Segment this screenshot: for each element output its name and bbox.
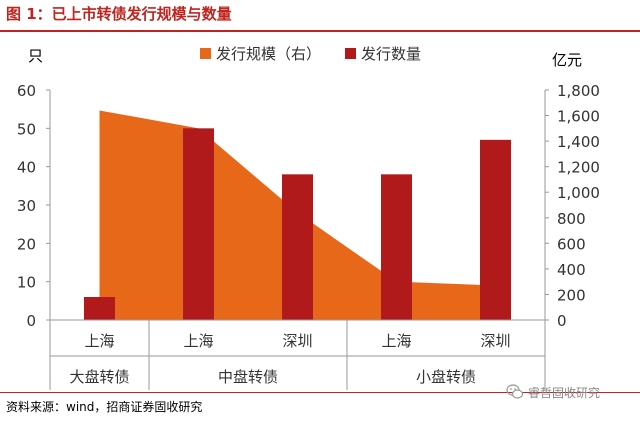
y-tick-label-left: 60 <box>17 82 36 100</box>
y-tick-label-right: 200 <box>557 286 586 304</box>
x-tick-label: 上海 <box>381 332 411 350</box>
y-tick-label-left: 50 <box>17 120 36 138</box>
y-tick-label-right: 600 <box>557 235 586 253</box>
y-tick-label-left: 40 <box>17 159 36 177</box>
y-tick-label-right: 1,200 <box>557 159 600 177</box>
y-axis-right-label: 亿元 <box>552 51 582 69</box>
x-group-label: 中盘转债 <box>218 368 278 386</box>
bar-count-3 <box>381 174 412 320</box>
legend-swatch-0 <box>200 48 211 59</box>
source-note: 资料来源：wind，招商证券固收研究 <box>6 400 203 414</box>
x-group-label: 小盘转债 <box>416 368 476 386</box>
y-tick-label-left: 0 <box>26 312 36 330</box>
watermark: 睿哲固收研究 <box>506 383 600 401</box>
watermark-text: 睿哲固收研究 <box>528 385 601 400</box>
y-tick-label-right: 1,000 <box>557 184 600 202</box>
y-tick-label-right: 1,400 <box>557 133 600 151</box>
x-group-label: 大盘转债 <box>69 368 129 386</box>
title-rule <box>0 30 640 32</box>
y-tick-label-left: 10 <box>17 274 36 292</box>
legend-swatch-1 <box>345 48 356 59</box>
figure-title: 图 1：已上市转债发行规模与数量 <box>6 5 232 23</box>
y-tick-label-left: 30 <box>17 197 36 215</box>
source-rule <box>0 392 640 393</box>
bar-count-0 <box>84 297 115 320</box>
bar-count-4 <box>480 139 511 320</box>
y-tick-label-right: 800 <box>557 210 586 228</box>
bar-count-2 <box>282 174 313 320</box>
wechat-icon <box>506 384 524 399</box>
y-tick-label-left: 20 <box>17 235 36 253</box>
y-axis-left-label: 只 <box>28 47 43 65</box>
x-tick-label: 深圳 <box>282 332 312 350</box>
legend-label-0: 发行规模（右） <box>216 45 321 63</box>
x-tick-label: 上海 <box>183 332 213 350</box>
chart: 010203040506002004006008001,0001,2001,40… <box>17 45 600 390</box>
y-tick-label-right: 400 <box>557 261 586 279</box>
bar-count-1 <box>183 128 214 320</box>
y-tick-label-right: 0 <box>557 312 567 330</box>
y-tick-label-right: 1,800 <box>557 82 600 100</box>
x-tick-label: 上海 <box>84 332 114 350</box>
x-tick-label: 深圳 <box>480 332 510 350</box>
legend-label-1: 发行数量 <box>361 45 421 63</box>
y-tick-label-right: 1,600 <box>557 108 600 126</box>
